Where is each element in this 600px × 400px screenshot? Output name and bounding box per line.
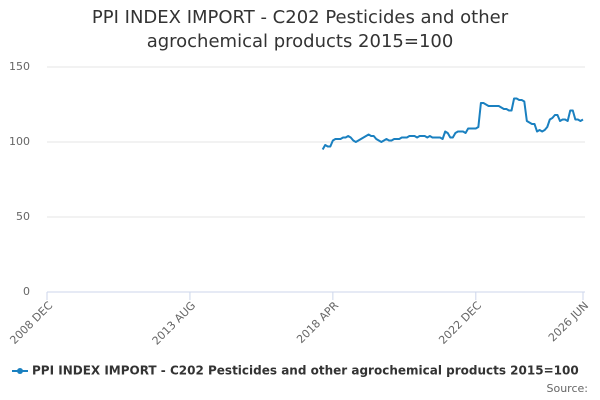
legend-marker xyxy=(17,368,23,374)
data-line xyxy=(321,97,584,150)
x-tick-label: 2013 AUG xyxy=(150,299,199,348)
y-tick-label: 100 xyxy=(9,135,30,148)
y-tick-label: 0 xyxy=(23,285,30,298)
x-tick-label: 2022 DEC xyxy=(436,299,484,347)
x-tick-label: 2026 JUN xyxy=(546,299,591,344)
y-tick-label: 50 xyxy=(16,210,30,223)
x-tick-label: 2018 APR xyxy=(294,299,341,346)
source: Source: xyxy=(547,382,589,395)
x-tick-label: 2008 DEC xyxy=(7,299,55,347)
y-tick-label: 150 xyxy=(9,60,30,73)
chart-title: PPI INDEX IMPORT - C202 Pesticides and o… xyxy=(91,7,509,52)
legend-label: PPI INDEX IMPORT - C202 Pesticides and o… xyxy=(32,364,579,378)
